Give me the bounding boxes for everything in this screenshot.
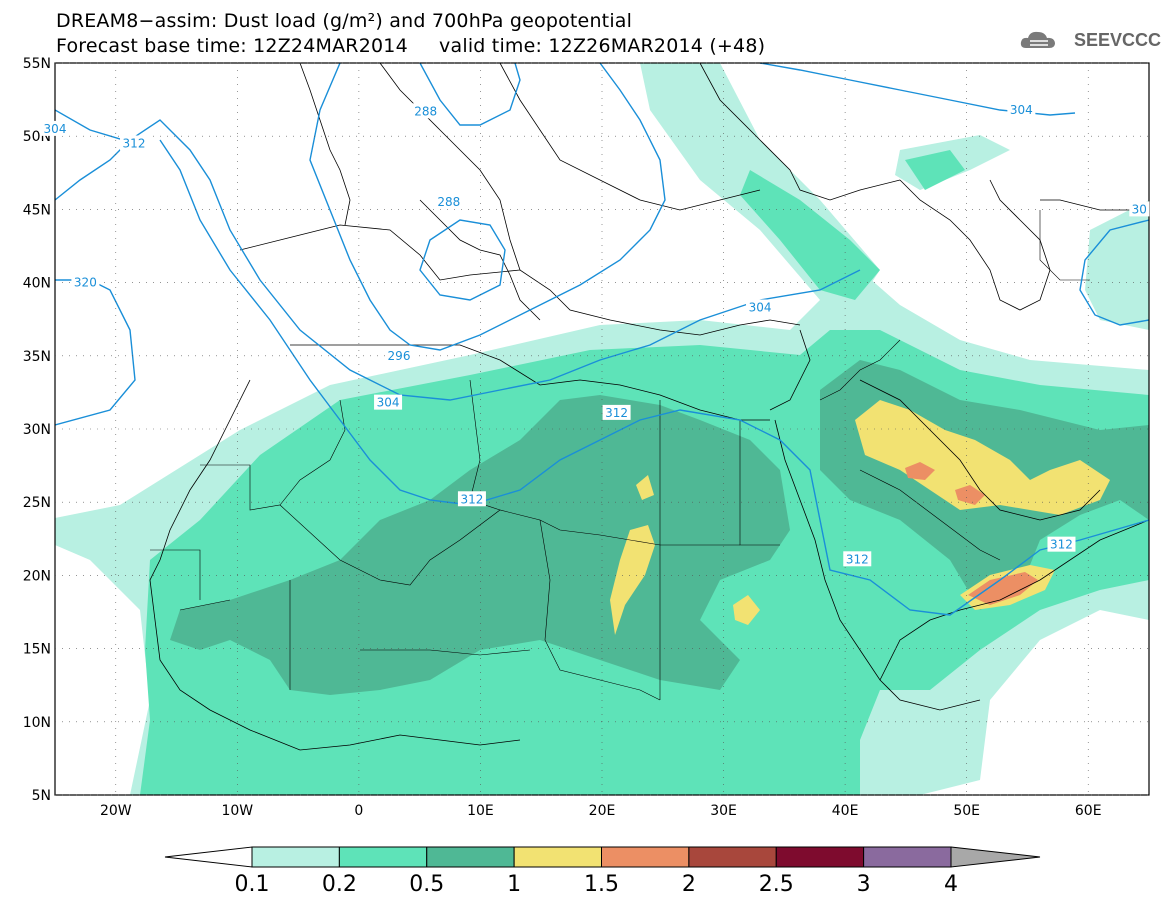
- lon-label: 30E: [710, 803, 737, 819]
- contour-label: 288: [414, 104, 437, 118]
- contour-label-bg: [411, 103, 440, 119]
- dust-area-1: [855, 400, 1110, 515]
- contour-label-bg: [457, 491, 486, 507]
- contour-label: 304: [749, 300, 772, 314]
- colorbar-box: [775, 846, 865, 868]
- contour-288: [419, 63, 521, 126]
- lon-label: 20W: [100, 803, 132, 819]
- contour-label: 312: [123, 137, 146, 151]
- cloud-icon: [1020, 31, 1055, 48]
- contour-304-west: [55, 119, 861, 401]
- contour-288: [419, 219, 506, 301]
- contour-label: 312: [846, 552, 869, 566]
- contour-label-bg: [1047, 536, 1076, 552]
- map-title: DREAM8−assim: Dust load (g/m²) and 700hP…: [56, 10, 633, 32]
- contour-label-bg: [434, 194, 463, 210]
- dust-area-1: [733, 595, 760, 625]
- lat-label: 40N: [23, 276, 51, 292]
- geopotential-contours: [55, 63, 1149, 616]
- lat-label: 30N: [23, 422, 51, 438]
- contour-label-bg: [385, 347, 414, 363]
- contour-320: [55, 279, 136, 426]
- dust-area-1.5: [905, 462, 935, 480]
- lon-label: 20E: [589, 803, 616, 819]
- contour-labels: 304 312 320 288 288 296 304 304 304 312 312 312 312 3…: [41, 101, 1150, 567]
- colorbar-box: [688, 846, 777, 868]
- coastlines: [149, 63, 1149, 751]
- contour-label: 320: [74, 276, 97, 290]
- colorbar-label: 1: [507, 872, 521, 897]
- contour-label: 304: [377, 396, 400, 410]
- lat-label: 35N: [23, 349, 51, 365]
- contour-30: [1079, 219, 1149, 326]
- colorbar-box: [426, 846, 515, 868]
- brand-logo: SEEVCCC: [1074, 30, 1162, 50]
- colorbar-label: 2.5: [759, 872, 794, 897]
- contour-label-bg: [120, 135, 149, 151]
- country-borders: [150, 210, 1090, 701]
- contour-label: 312: [1050, 538, 1073, 552]
- colorbar-box: [251, 846, 340, 868]
- colorbar-left-triangle: [164, 846, 253, 868]
- dust-area-1: [610, 525, 655, 635]
- colorbar-label: 4: [944, 872, 958, 897]
- colorbar-box: [338, 846, 428, 868]
- contour-label-bg: [746, 299, 775, 315]
- contour-label-bg: [374, 394, 403, 410]
- contour-label: 296: [388, 349, 411, 363]
- lon-label: 60E: [1075, 803, 1102, 819]
- contour-label-bg: [41, 120, 69, 136]
- contour-label: 288: [437, 195, 460, 209]
- lat-label: 5N: [32, 788, 51, 804]
- lat-label: 45N: [23, 202, 51, 218]
- dust-area-0.2: [905, 150, 965, 190]
- dust-area-0.5: [170, 395, 790, 695]
- contour-label-bg: [602, 404, 631, 420]
- lat-label: 10N: [23, 715, 51, 731]
- contour-296: [309, 63, 666, 351]
- dust-area-0.2: [740, 170, 880, 300]
- colorbar-label: 0.5: [409, 872, 444, 897]
- contour-label: 312: [605, 406, 628, 420]
- colorbar-label: 0.1: [235, 872, 270, 897]
- contour-label-bg: [1007, 101, 1036, 117]
- contour-312: [55, 109, 131, 143]
- colorbar: 0.1 0.2 0.5 1 1.5 2 2.5 3 4: [164, 846, 1041, 897]
- colorbar-label: 3: [857, 872, 871, 897]
- lon-label: 10W: [221, 803, 253, 819]
- lat-label: 55N: [23, 56, 51, 72]
- lat-label: 20N: [23, 568, 51, 584]
- contour-label-bg: [1129, 201, 1150, 217]
- contour-label-bg: [71, 274, 100, 290]
- contour-label: 304: [44, 122, 67, 136]
- lon-label: 0: [354, 803, 363, 819]
- colorbar-label: 1.5: [584, 872, 619, 897]
- contour-312: [159, 139, 1149, 616]
- lat-label: 15N: [23, 642, 51, 658]
- contour-label: 304: [1010, 103, 1033, 117]
- dust-area-1.5: [955, 485, 985, 505]
- lon-label: 50E: [953, 803, 980, 819]
- colorbar-box: [601, 846, 690, 868]
- lon-label: 40E: [832, 803, 859, 819]
- contour-304-east: [759, 63, 1076, 116]
- colorbar-right-triangle: [950, 846, 1041, 868]
- lon-label: 10E: [467, 803, 494, 819]
- lat-label: 25N: [23, 495, 51, 511]
- colorbar-box: [513, 846, 602, 868]
- colorbar-label: 0.2: [322, 872, 357, 897]
- dust-area-1: [636, 475, 654, 500]
- graticule: [55, 62, 1149, 796]
- contour-label-bg: [843, 551, 872, 567]
- colorbar-box: [863, 846, 952, 868]
- map-subtitle: Forecast base time: 12Z24MAR2014 valid t…: [56, 35, 766, 57]
- contour-label: 312: [460, 492, 483, 506]
- colorbar-label: 2: [682, 872, 696, 897]
- dust-area-0.1: [1085, 200, 1149, 330]
- dust-area-1.5: [968, 572, 1038, 605]
- contour-label: 30: [1132, 202, 1147, 216]
